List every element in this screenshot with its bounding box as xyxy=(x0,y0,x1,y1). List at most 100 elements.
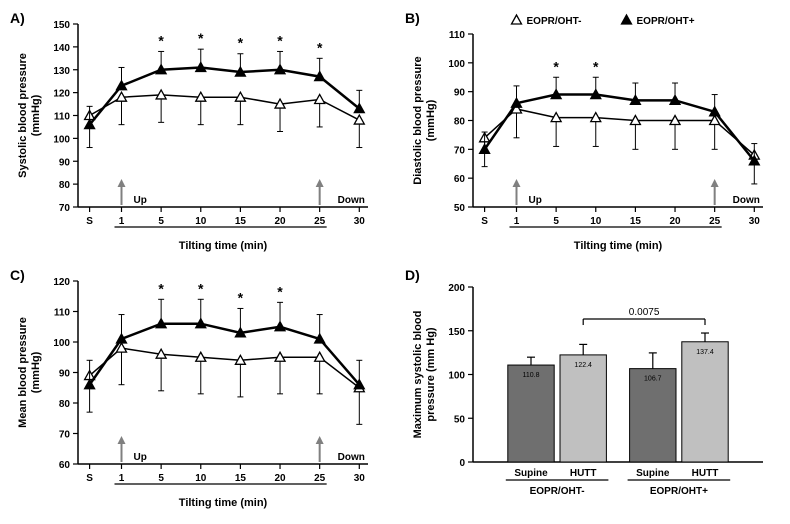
svg-text:90: 90 xyxy=(59,157,71,168)
svg-text:pressure (mm Hg): pressure (mm Hg) xyxy=(425,327,437,421)
svg-text:(mmHg): (mmHg) xyxy=(30,351,42,393)
panel-b-chart: 5060708090100110S151015202530Diastolic b… xyxy=(405,10,775,255)
svg-text:1: 1 xyxy=(514,216,520,227)
svg-text:*: * xyxy=(198,280,204,296)
svg-text:100: 100 xyxy=(53,134,70,145)
svg-text:100: 100 xyxy=(53,338,70,349)
svg-text:HUTT: HUTT xyxy=(570,468,597,479)
svg-text:Systolic blood pressure: Systolic blood pressure xyxy=(17,53,29,178)
panel-a-chart: 708090100110120130140150S151015202530Sys… xyxy=(10,10,380,255)
svg-text:S: S xyxy=(86,473,93,484)
svg-text:25: 25 xyxy=(314,473,326,484)
svg-text:0.0075: 0.0075 xyxy=(629,307,660,318)
svg-text:Tilting time (min): Tilting time (min) xyxy=(179,497,268,509)
svg-text:25: 25 xyxy=(709,216,721,227)
svg-text:Down: Down xyxy=(733,195,760,206)
svg-text:EOPR/OHT+: EOPR/OHT+ xyxy=(637,16,695,27)
svg-text:100: 100 xyxy=(448,59,465,70)
svg-text:*: * xyxy=(198,30,204,46)
svg-text:EOPR/OHT+: EOPR/OHT+ xyxy=(650,486,708,497)
svg-text:*: * xyxy=(317,39,323,55)
svg-text:*: * xyxy=(593,58,599,74)
svg-text:EOPR/OHT-: EOPR/OHT- xyxy=(527,16,582,27)
svg-text:130: 130 xyxy=(53,66,70,77)
svg-text:60: 60 xyxy=(454,174,466,185)
svg-text:70: 70 xyxy=(59,430,71,441)
svg-text:Up: Up xyxy=(529,195,542,206)
svg-text:1: 1 xyxy=(119,216,125,227)
svg-text:60: 60 xyxy=(59,460,71,471)
svg-text:200: 200 xyxy=(448,283,465,294)
svg-text:80: 80 xyxy=(59,399,71,410)
svg-text:137.4: 137.4 xyxy=(696,349,714,356)
svg-text:HUTT: HUTT xyxy=(692,468,719,479)
svg-text:90: 90 xyxy=(454,88,466,99)
svg-text:110: 110 xyxy=(449,30,466,41)
svg-text:*: * xyxy=(238,289,244,305)
svg-text:Down: Down xyxy=(338,195,365,206)
svg-text:5: 5 xyxy=(158,216,164,227)
svg-text:Maximum systolic blood: Maximum systolic blood xyxy=(412,311,424,439)
svg-text:110: 110 xyxy=(54,308,71,319)
svg-text:S: S xyxy=(481,216,488,227)
svg-text:*: * xyxy=(553,58,559,74)
svg-text:50: 50 xyxy=(454,414,466,425)
svg-text:(mmHg): (mmHg) xyxy=(425,99,437,141)
svg-text:(mmHg): (mmHg) xyxy=(30,94,42,136)
svg-text:*: * xyxy=(158,280,164,296)
svg-text:*: * xyxy=(277,32,283,48)
svg-text:10: 10 xyxy=(195,216,207,227)
panel-b-letter: B) xyxy=(405,10,420,26)
svg-text:*: * xyxy=(277,283,283,299)
svg-text:110.8: 110.8 xyxy=(523,372,540,379)
svg-text:25: 25 xyxy=(314,216,326,227)
svg-text:20: 20 xyxy=(669,216,681,227)
panel-b: B) 5060708090100110S151015202530Diastoli… xyxy=(405,10,780,257)
svg-text:Tilting time (min): Tilting time (min) xyxy=(179,240,268,252)
svg-text:10: 10 xyxy=(590,216,602,227)
svg-text:100: 100 xyxy=(448,371,465,382)
svg-text:20: 20 xyxy=(274,216,286,227)
svg-text:Mean blood pressure: Mean blood pressure xyxy=(17,317,29,428)
svg-text:S: S xyxy=(86,216,93,227)
panel-a: A) 708090100110120130140150S151015202530… xyxy=(10,10,385,257)
svg-text:150: 150 xyxy=(448,327,465,338)
svg-text:30: 30 xyxy=(354,473,366,484)
svg-text:140: 140 xyxy=(53,43,70,54)
panel-d-letter: D) xyxy=(405,267,420,283)
svg-text:15: 15 xyxy=(235,473,247,484)
panel-d: D) 050100150200Maximum systolic bloodpre… xyxy=(405,267,780,514)
svg-text:120: 120 xyxy=(53,89,70,100)
svg-text:15: 15 xyxy=(235,216,247,227)
svg-text:122.4: 122.4 xyxy=(574,362,592,369)
svg-text:150: 150 xyxy=(53,20,70,31)
svg-text:Up: Up xyxy=(134,195,147,206)
svg-text:Supine: Supine xyxy=(636,468,670,479)
svg-text:1: 1 xyxy=(119,473,125,484)
svg-text:Tilting time (min): Tilting time (min) xyxy=(574,240,663,252)
svg-text:Diastolic blood pressure: Diastolic blood pressure xyxy=(412,56,424,184)
svg-text:*: * xyxy=(238,35,244,51)
svg-text:120: 120 xyxy=(53,277,70,288)
panel-c: C) 60708090100110120S151015202530Mean bl… xyxy=(10,267,385,514)
svg-text:110: 110 xyxy=(54,112,71,123)
svg-text:30: 30 xyxy=(749,216,761,227)
svg-text:80: 80 xyxy=(59,180,71,191)
svg-text:70: 70 xyxy=(454,145,466,156)
svg-text:106.7: 106.7 xyxy=(644,376,662,383)
svg-text:50: 50 xyxy=(454,203,466,214)
svg-text:90: 90 xyxy=(59,369,71,380)
svg-text:5: 5 xyxy=(158,473,164,484)
svg-text:5: 5 xyxy=(553,216,559,227)
panel-a-letter: A) xyxy=(10,10,25,26)
svg-text:Up: Up xyxy=(134,452,147,463)
svg-text:*: * xyxy=(158,32,164,48)
svg-text:30: 30 xyxy=(354,216,366,227)
panel-c-letter: C) xyxy=(10,267,25,283)
svg-text:70: 70 xyxy=(59,203,71,214)
svg-text:80: 80 xyxy=(454,117,466,128)
svg-text:EOPR/OHT-: EOPR/OHT- xyxy=(530,486,585,497)
svg-text:Supine: Supine xyxy=(514,468,548,479)
svg-text:10: 10 xyxy=(195,473,207,484)
panel-c-chart: 60708090100110120S151015202530Mean blood… xyxy=(10,267,380,512)
